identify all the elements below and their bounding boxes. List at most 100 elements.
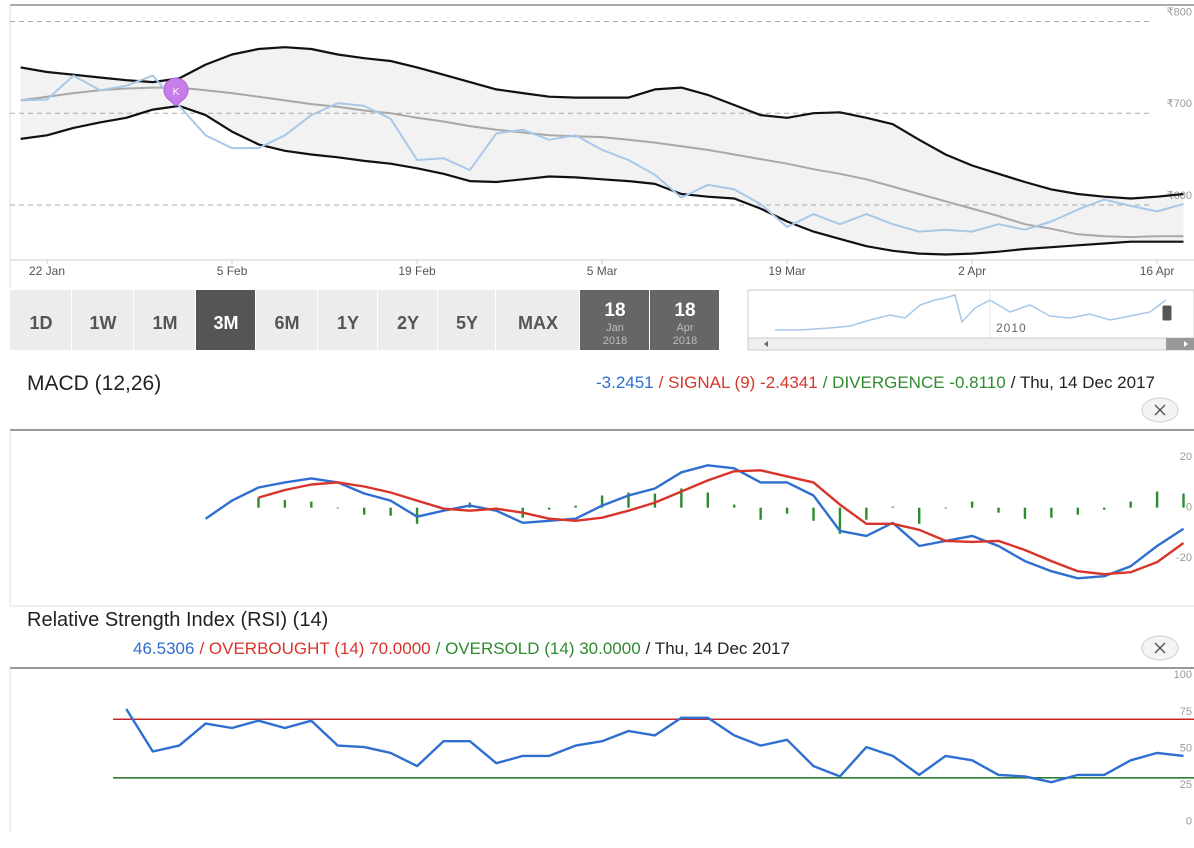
price-line — [20, 74, 1184, 233]
event-marker[interactable]: K — [163, 77, 189, 107]
legend-entry: / Thu, 14 Dec 2017 — [646, 639, 790, 658]
y-tick-label: 0 — [1186, 816, 1192, 828]
divergence-bar — [785, 507, 789, 514]
y-tick-label: 25 — [1180, 779, 1192, 791]
y-tick-label: ₹700 — [1167, 98, 1192, 110]
price-line — [20, 46, 1184, 200]
divergence-bar — [336, 507, 339, 509]
scroll-left-arrow[interactable] — [764, 341, 768, 347]
range-button[interactable] — [496, 290, 579, 350]
range-button[interactable] — [10, 290, 71, 350]
macd-panel: MACD (12,26) -3.2451 / SIGNAL (9) -2.4341… — [9, 372, 1194, 606]
navigator-handle[interactable] — [1161, 304, 1173, 322]
range-selector: 2010 1D 1W 1M 3M 6M 1Y 2Y 5Y MAX18Jan201818Apr20… — [10, 289, 1194, 351]
divergence-bar — [257, 497, 260, 508]
divergence-bar — [812, 507, 815, 521]
rsi-title: Relative Strength Index (RSI) (14) — [27, 609, 328, 631]
y-tick-label: 0 — [1186, 502, 1192, 514]
legend-entry: 46.5306 — [133, 639, 194, 658]
range-button[interactable] — [134, 290, 195, 350]
macd-line — [204, 464, 1185, 580]
x-tick-label: 5 Mar — [587, 264, 618, 278]
macd-close[interactable] — [1141, 397, 1179, 423]
rsi-line — [125, 708, 1184, 784]
x-tick-label: 22 Jan — [29, 264, 65, 278]
scroll-right-arrow[interactable] — [1184, 341, 1188, 347]
divergence-bar — [733, 504, 736, 508]
price-line — [20, 104, 1184, 256]
range-button[interactable] — [378, 290, 437, 350]
divergence-bar — [1023, 507, 1027, 519]
range-button-label: 1Y — [337, 313, 359, 333]
divergence-bar — [548, 507, 551, 510]
range-button[interactable] — [72, 290, 133, 350]
date-box[interactable] — [650, 290, 719, 350]
date-month: Jan — [606, 322, 624, 334]
rsi-panel: Relative Strength Index (RSI) (14) 46.53… — [9, 605, 1194, 832]
rsi-close[interactable] — [1141, 635, 1179, 661]
marker-pin[interactable] — [163, 77, 189, 107]
range-button[interactable] — [256, 290, 317, 350]
marker-label: K — [173, 87, 180, 98]
legend-entry: -3.2451 — [596, 373, 654, 392]
divergence-bar — [600, 495, 604, 508]
navigator-label: 2010 — [996, 321, 1027, 335]
price-line — [20, 86, 1184, 239]
y-tick-label: 50 — [1180, 742, 1192, 754]
close-icon — [1154, 404, 1166, 416]
macd-line — [258, 469, 1185, 576]
range-button[interactable] — [438, 290, 495, 350]
divergence-bar — [1103, 507, 1106, 510]
y-tick-label: 75 — [1180, 706, 1192, 718]
range-button[interactable] — [196, 290, 255, 350]
divergence-bar — [997, 507, 1000, 513]
divergence-bar — [706, 492, 709, 508]
divergence-bar — [944, 507, 947, 509]
range-button-label: 1D — [29, 313, 52, 333]
x-tick-label: 19 Mar — [768, 264, 805, 278]
divergence-bar — [1129, 501, 1132, 508]
y-tick-label: ₹600 — [1167, 190, 1192, 202]
macd-legend: -3.2451 / SIGNAL (9) -2.4341 / DIVERGENCE … — [596, 373, 1155, 392]
divergence-bar — [759, 507, 762, 520]
date-box[interactable] — [580, 290, 649, 350]
divergence-bar — [1076, 507, 1079, 515]
range-button-label: 1M — [152, 313, 177, 333]
y-tick-label: 20 — [1180, 451, 1192, 463]
navigator — [747, 289, 1194, 339]
divergence-bar — [970, 501, 974, 508]
range-button-label: 1W — [90, 313, 117, 333]
divergence-bar — [865, 507, 868, 520]
x-tick-label: 5 Feb — [217, 264, 248, 278]
range-button[interactable] — [318, 290, 377, 350]
scrollbar-thumb[interactable] — [1166, 338, 1194, 350]
legend-entry: / SIGNAL (9) -2.4341 — [659, 373, 818, 392]
range-button-label: MAX — [518, 313, 558, 333]
range-button-label: 3M — [213, 313, 238, 333]
date-month: Apr — [676, 322, 693, 334]
range-button-label: 2Y — [397, 313, 419, 333]
date-day: 18 — [604, 300, 625, 321]
navigator-line — [775, 294, 1167, 331]
price-chart: ₹800 ₹700 ₹600 22 Jan 5 Feb 19 Feb 5 Mar 19 Mar… — [9, 4, 1194, 288]
divergence-bar — [574, 505, 577, 508]
y-tick-label: ₹800 — [1167, 7, 1192, 19]
macd-title: MACD (12,26) — [27, 372, 161, 395]
range-button-label: 6M — [274, 313, 299, 333]
divergence-bar — [362, 507, 366, 515]
date-year: 2018 — [673, 335, 697, 347]
divergence-bar — [1155, 491, 1159, 508]
x-tick-label: 2 Apr — [958, 264, 986, 278]
y-tick-label: 100 — [1174, 669, 1192, 681]
scrollbar[interactable] — [747, 337, 1194, 351]
divergence-bar — [680, 488, 683, 508]
divergence-bar — [389, 507, 392, 516]
divergence-bar — [653, 493, 657, 508]
rsi-legend: 46.5306 / OVERBOUGHT (14) 70.0000 / OVERSO… — [133, 639, 790, 658]
legend-entry: / DIVERGENCE -0.8110 — [823, 373, 1006, 392]
date-year: 2018 — [603, 335, 627, 347]
divergence-bar — [310, 501, 313, 508]
divergence-bar — [1050, 507, 1053, 518]
